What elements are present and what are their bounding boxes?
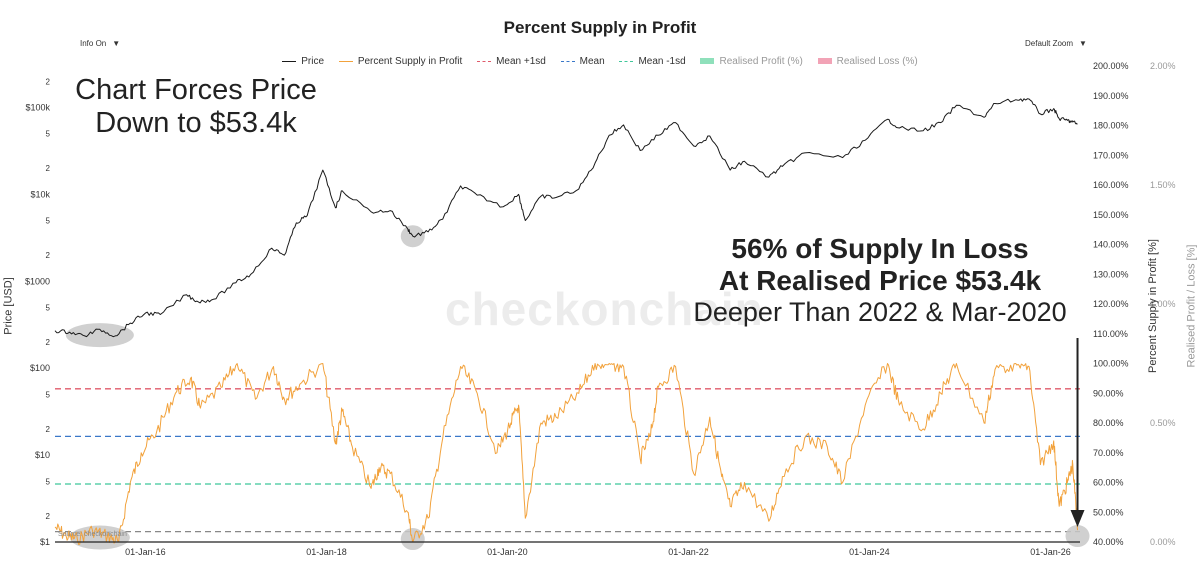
- zoom-selector[interactable]: Default Zoom ▼: [1025, 39, 1087, 48]
- legend-item-mean-minus-1sd[interactable]: Mean -1sd: [619, 56, 686, 67]
- y-tick-label-left: $10k: [30, 189, 50, 199]
- legend-swatch: [282, 60, 297, 62]
- annotation-right-line: 56% of Supply In Loss: [731, 233, 1029, 264]
- legend-label: Price: [301, 56, 325, 67]
- legend-item-mean[interactable]: Mean: [560, 56, 605, 67]
- y-tick-label-left: 2: [46, 251, 51, 260]
- y-tick-label-right2: 1.00%: [1150, 299, 1176, 309]
- series-line-price: [54, 98, 1078, 338]
- annotation-left: Chart Forces Price Down to $53.4k: [40, 74, 352, 141]
- legend-swatch: [817, 58, 832, 65]
- y-tick-label-right: 90.00%: [1093, 388, 1124, 398]
- zoom-selector-label: Default Zoom: [1025, 39, 1074, 48]
- legend-item-price[interactable]: Price: [282, 56, 324, 67]
- y-tick-label-right: 110.00%: [1093, 329, 1128, 339]
- y-tick-label-right: 80.00%: [1093, 418, 1124, 428]
- y-tick-label-right: 170.00%: [1093, 150, 1129, 160]
- chevron-down-icon: ▼: [1079, 39, 1087, 48]
- info-toggle-label: Info On: [80, 39, 107, 48]
- legend-label: Mean: [579, 56, 605, 67]
- y-tick-label-left: 5: [46, 477, 51, 486]
- y-tick-label-left: 5: [46, 217, 51, 226]
- y-tick-label-right: 60.00%: [1093, 478, 1124, 488]
- annotation-right: 56% of Supply In Loss At Realised Price …: [640, 233, 1120, 328]
- y-tick-label-right: 100.00%: [1093, 359, 1129, 369]
- y-tick-label-right2: 1.50%: [1150, 180, 1176, 190]
- y-tick-label-left: 2: [46, 164, 51, 173]
- y-tick-label-right: 50.00%: [1093, 507, 1124, 517]
- legend: Price Percent Supply in Profit Mean +1sd…: [0, 56, 1200, 67]
- y-tick-label-right: 40.00%: [1093, 537, 1124, 547]
- y-tick-label-left: 2: [46, 77, 51, 86]
- x-tick-label: 01-Jan-22: [668, 547, 709, 557]
- y-tick-label-left: 5: [46, 130, 51, 139]
- info-toggle[interactable]: Info On ▼: [80, 39, 120, 48]
- y-tick-label-right2: 0.50%: [1150, 418, 1176, 428]
- y-tick-label-right2: 2.00%: [1150, 61, 1176, 71]
- y-axis-title-right: Percent Supply in Profit [%]: [1146, 239, 1159, 373]
- legend-swatch: [560, 60, 575, 62]
- legend-item-realised-loss[interactable]: Realised Loss (%): [817, 56, 918, 67]
- y-tick-label-right: 140.00%: [1093, 240, 1129, 250]
- x-tick-label: 01-Jan-20: [487, 547, 528, 557]
- legend-label: Mean -1sd: [638, 56, 686, 67]
- y-tick-label-right: 180.00%: [1093, 121, 1129, 131]
- y-tick-label-left: 2: [46, 512, 51, 521]
- legend-swatch: [700, 58, 715, 65]
- y-tick-label-left: 2: [46, 338, 51, 347]
- legend-swatch: [477, 60, 492, 62]
- y-axis-title-right2: Realised Profit / Loss [%]: [1185, 244, 1198, 368]
- y-tick-label-right: 70.00%: [1093, 448, 1124, 458]
- y-tick-label-left: 5: [46, 390, 51, 399]
- y-tick-label-left: 2: [46, 425, 51, 434]
- y-tick-label-left: $1: [40, 537, 50, 547]
- legend-label: Realised Loss (%): [836, 56, 918, 67]
- y-tick-label-right: 120.00%: [1093, 299, 1129, 309]
- source-label: Source: checkonchain: [58, 531, 127, 538]
- legend-label: Mean +1sd: [496, 56, 546, 67]
- y-tick-label-right2: 0.00%: [1150, 537, 1176, 547]
- legend-swatch: [619, 60, 634, 62]
- highlight-ellipse: [65, 323, 134, 348]
- y-tick-label-left: $100: [30, 363, 50, 373]
- y-tick-label-right: 160.00%: [1093, 180, 1129, 190]
- chevron-down-icon: ▼: [112, 39, 121, 48]
- annotation-right-line: At Realised Price $53.4k: [718, 265, 1042, 297]
- annotation-left-line: Down to $53.4k: [95, 107, 297, 140]
- x-tick-label: 01-Jan-24: [849, 547, 890, 557]
- y-axis-title-left: Price [USD]: [2, 277, 15, 335]
- y-tick-label-left: $10: [35, 450, 50, 460]
- y-tick-label-right: 200.00%: [1093, 61, 1129, 71]
- x-tick-label: 01-Jan-26: [1030, 547, 1071, 557]
- y-tick-label-right: 130.00%: [1093, 269, 1129, 279]
- highlight-ellipse: [400, 528, 425, 551]
- chart-title: Percent Supply in Profit: [503, 18, 697, 37]
- y-tick-label-left: $1000: [25, 276, 50, 286]
- legend-label: Percent Supply in Profit: [357, 56, 463, 67]
- annotation-right-line: Deeper Than 2022 & Mar-2020: [693, 297, 1067, 328]
- legend-item-realised-profit[interactable]: Realised Profit (%): [700, 56, 803, 67]
- x-tick-label: 01-Jan-18: [306, 547, 347, 557]
- legend-item-percent-supply[interactable]: Percent Supply in Profit: [338, 56, 463, 67]
- y-tick-label-right: 190.00%: [1093, 91, 1129, 101]
- y-tick-label-left: 5: [46, 303, 51, 312]
- annotation-left-line: Chart Forces Price: [75, 74, 317, 106]
- legend-label: Realised Profit (%): [719, 56, 803, 67]
- y-tick-label-right: 150.00%: [1093, 210, 1129, 220]
- series-line-percent-supply-in-profit: [54, 363, 1078, 545]
- watermark: checkonchain: [445, 283, 764, 335]
- y-tick-label-left: $100k: [25, 102, 50, 112]
- legend-swatch: [338, 60, 353, 62]
- legend-item-mean-plus-1sd[interactable]: Mean +1sd: [477, 56, 546, 67]
- arrow-head-icon: [1070, 510, 1085, 527]
- x-tick-label: 01-Jan-16: [125, 547, 166, 557]
